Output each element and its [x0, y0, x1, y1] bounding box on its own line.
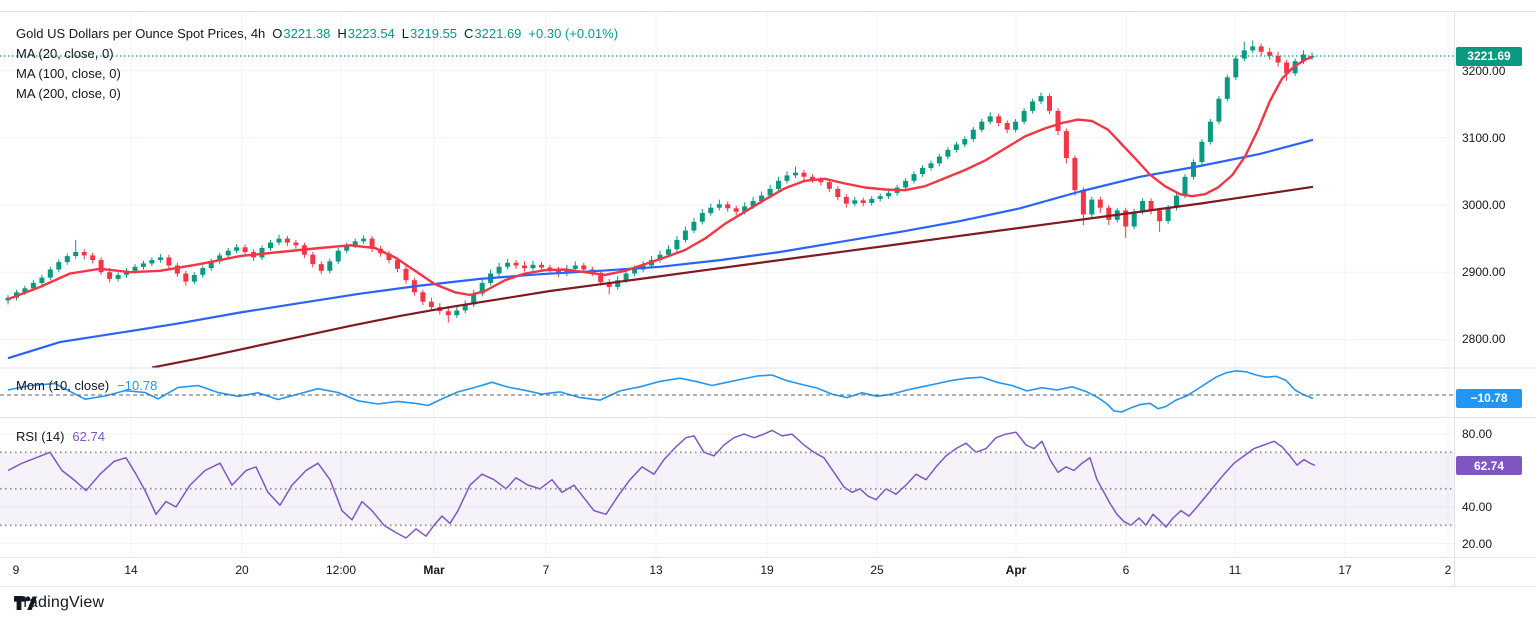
- rsi-line: [7, 429, 1316, 539]
- tradingview-logo[interactable]: TradingView: [14, 594, 104, 612]
- time-axis[interactable]: 9 14 20 12:00 Mar 7 13 19 25 Apr 6 11 17 2: [0, 557, 1454, 587]
- rsi-value-badge: 62.74: [1456, 456, 1522, 476]
- ma100-line: [7, 138, 1314, 360]
- rsi-legend[interactable]: RSI (14) 62.74: [16, 429, 105, 444]
- rsi-tick-label: 20.00: [1462, 536, 1493, 551]
- rsi-tick-label: 40.00: [1462, 500, 1493, 515]
- ma200-legend[interactable]: MA (200, close, 0): [16, 86, 121, 101]
- momentum-value-badge: −10.78: [1456, 388, 1522, 408]
- momentum-value: −10.78: [117, 378, 158, 393]
- time-tick-label: 17: [1338, 563, 1352, 577]
- price-tick-label: 3100.00: [1462, 130, 1506, 145]
- time-tick-label: 6: [1122, 563, 1130, 577]
- time-tick-label: 11: [1228, 563, 1242, 577]
- rsi-pane[interactable]: [0, 418, 1454, 557]
- time-tick-label: Mar: [423, 563, 445, 577]
- price-tick-label: 3200.00: [1462, 63, 1506, 78]
- ohlc-high: H 3223.54: [337, 26, 395, 41]
- rsi-value: 62.74: [72, 429, 105, 444]
- gridlines: [0, 11, 1454, 558]
- tradingview-logo-text: TradingView: [14, 594, 105, 611]
- price-tick-label: 2800.00: [1462, 332, 1506, 347]
- time-tick-label: 7: [542, 563, 550, 577]
- time-tick-label: Apr: [1005, 563, 1027, 577]
- price-tick-label: 2900.00: [1462, 265, 1506, 280]
- time-tick-label: 2: [1444, 563, 1452, 577]
- momentum-pane[interactable]: [0, 368, 1454, 418]
- symbol-title: Gold US Dollars per Ounce Spot Prices, 4…: [16, 26, 266, 41]
- momentum-legend[interactable]: Mom (10, close) −10.78: [16, 378, 157, 393]
- rsi-tick-label: 80.00: [1462, 427, 1493, 442]
- momentum-line: [7, 370, 1314, 413]
- price-change: +0.30 (+0.01%): [528, 26, 619, 41]
- ohlc-open: O 3221.38: [272, 26, 331, 41]
- time-tick-label: 9: [12, 563, 20, 577]
- ohlc-low: L 3219.55: [401, 26, 458, 41]
- time-tick-label: 14: [124, 563, 138, 577]
- momentum-label: Mom (10, close): [16, 378, 110, 393]
- ma20-line: [7, 55, 1314, 301]
- ma200-line: [151, 185, 1314, 369]
- pane-separators: [0, 11, 1536, 587]
- time-tick-label: 19: [760, 563, 774, 577]
- time-tick-label: 20: [235, 563, 249, 577]
- ma100-legend[interactable]: MA (100, close, 0): [16, 66, 121, 81]
- ma20-legend[interactable]: MA (20, close, 0): [16, 46, 114, 61]
- price-axis[interactable]: 3200.00 3100.00 3000.00 2900.00 2800.00 80.00…: [1454, 12, 1536, 557]
- legend: Gold US Dollars per Ounce Spot Prices, 4…: [16, 24, 618, 103]
- time-tick-label: 25: [870, 563, 884, 577]
- rsi-label: RSI (14): [16, 429, 65, 444]
- price-tick-label: 3000.00: [1462, 197, 1506, 212]
- ohlc-close: C 3221.69: [464, 26, 522, 41]
- last-price-badge: 3221.69: [1456, 46, 1522, 66]
- tradingview-logo-icon: [14, 596, 37, 610]
- candles-layer: [5, 40, 1315, 323]
- time-tick-label: 13: [649, 563, 663, 577]
- symbol-title-row[interactable]: Gold US Dollars per Ounce Spot Prices, 4…: [16, 24, 618, 43]
- time-tick-label: 12:00: [325, 563, 357, 577]
